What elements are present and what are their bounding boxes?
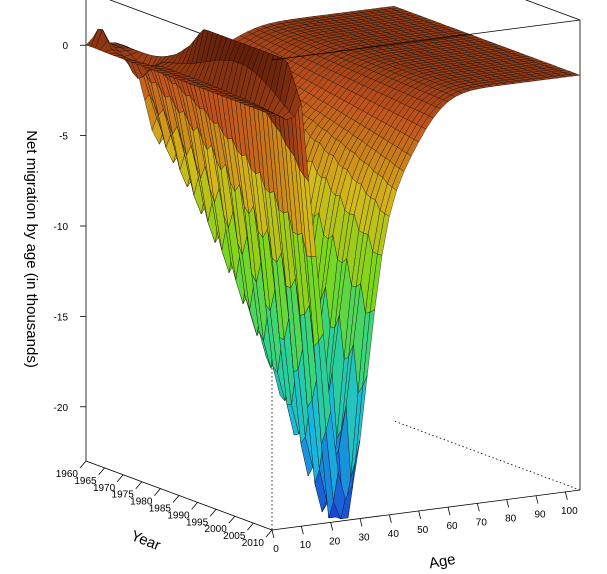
x-tick-label: 100 <box>561 506 578 517</box>
z-tick-label: -10 <box>54 222 69 233</box>
x-tick <box>535 495 539 504</box>
x-tick-label: 50 <box>417 525 429 536</box>
z-axis-title: Net migration by age (in thousands) <box>23 130 40 368</box>
x-tick <box>564 491 568 501</box>
z-tick-label: -5 <box>59 132 68 143</box>
y-tick-label: 2005 <box>223 531 246 542</box>
x-tick <box>330 522 334 531</box>
box-edge-front-top <box>271 19 581 61</box>
x-tick-label: 70 <box>476 517 488 528</box>
y-tick <box>154 488 161 496</box>
x-tick-label: 80 <box>505 514 517 525</box>
x-tick <box>476 503 480 512</box>
y-tick-label: 2000 <box>205 524 228 535</box>
x-tick <box>300 526 304 535</box>
y-tick <box>135 481 143 489</box>
y-tick <box>247 522 254 531</box>
y-tick <box>209 509 217 517</box>
x-tick-label: 0 <box>273 544 279 555</box>
y-tick-label: 1960 <box>56 469 79 480</box>
y-tick <box>228 515 236 524</box>
box-edge-right-top <box>524 0 581 21</box>
y-tick <box>98 467 105 476</box>
y-tick-label: 1965 <box>74 476 97 487</box>
front-box <box>85 0 581 531</box>
y-tick-label: 2010 <box>242 538 265 549</box>
surface-facet <box>267 113 280 117</box>
y-axis-title: Year <box>128 527 162 554</box>
y-tick <box>79 460 87 469</box>
y-tick-label: 1970 <box>93 483 116 494</box>
x-tick-label: 90 <box>534 510 546 521</box>
x-tick-label: 60 <box>446 521 458 532</box>
x-tick-label: 10 <box>300 540 312 551</box>
z-tick-label: 0 <box>62 41 68 52</box>
surface-mesh <box>85 6 581 520</box>
x-tick-label: 30 <box>358 533 370 544</box>
box-edge-front-bottom <box>271 489 581 531</box>
x-tick-label: 40 <box>388 529 400 540</box>
y-tick-label: 1985 <box>149 504 172 515</box>
x-axis: 0 10 20 30 40 50 60 70 80 90 100 <box>271 491 578 555</box>
y-tick <box>265 529 273 538</box>
box-edge-right-bottom <box>393 420 581 491</box>
y-tick-label: 1975 <box>112 490 135 501</box>
y-axis: 1960196519701975198019851990199520002005… <box>56 460 273 549</box>
z-tick-label: -20 <box>54 403 69 414</box>
z-axis: 0 -5 -10 -15 -20 <box>54 41 86 414</box>
x-tick <box>359 518 363 527</box>
x-tick <box>271 529 275 539</box>
y-tick-label: 1990 <box>167 510 190 521</box>
x-tick-label: 20 <box>329 536 341 547</box>
y-tick <box>116 474 124 483</box>
y-tick <box>172 495 180 503</box>
x-tick <box>447 507 451 516</box>
y-tick-label: 1995 <box>186 517 209 528</box>
x-tick <box>418 510 422 520</box>
y-tick-label: 1980 <box>130 497 153 508</box>
y-tick <box>191 502 198 510</box>
z-tick-label: -15 <box>54 312 69 323</box>
x-tick <box>506 499 510 508</box>
x-tick <box>388 514 392 523</box>
x-axis-title: Age <box>428 551 457 572</box>
